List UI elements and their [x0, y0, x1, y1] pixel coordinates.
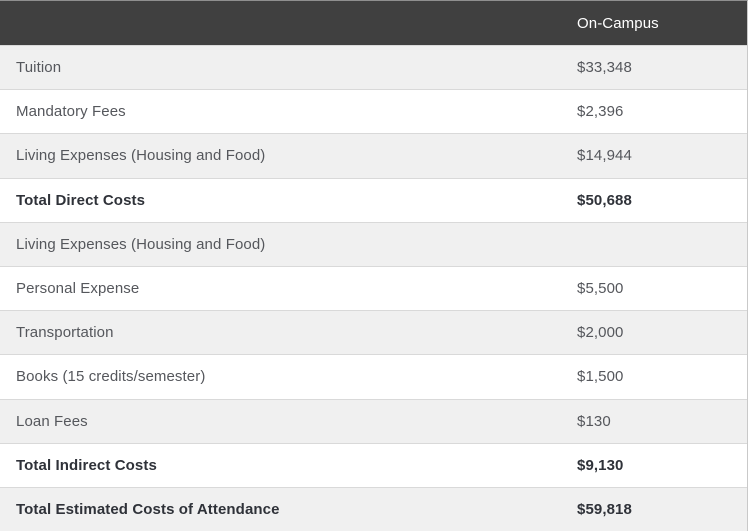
row-label: Transportation — [16, 324, 114, 342]
column-header-on-campus: On-Campus — [577, 14, 659, 32]
row-value: $130 — [577, 412, 611, 430]
table-row: Mandatory Fees $2,396 — [0, 89, 747, 134]
table-row: Total Direct Costs $50,688 — [0, 177, 747, 222]
row-label: Total Indirect Costs — [16, 456, 157, 474]
row-label: Total Direct Costs — [16, 191, 146, 209]
table-row: Tuition $33,348 — [0, 45, 747, 90]
table-header-row: On-Campus — [0, 1, 747, 45]
row-label: Loan Fees — [16, 412, 88, 430]
row-value: $9,130 — [577, 456, 624, 474]
table-row: Living Expenses (Housing and Food) — [0, 221, 747, 266]
table-row: Total Estimated Costs of Attendance $59,… — [0, 486, 747, 531]
row-value: $59,818 — [577, 500, 632, 518]
table-body: Tuition $33,348 Mandatory Fees $2,396 Li… — [0, 45, 747, 531]
row-label: Books (15 credits/semester) — [16, 368, 206, 386]
row-label: Tuition — [16, 59, 62, 77]
row-label: Living Expenses (Housing and Food) — [16, 147, 266, 165]
table-row: Books (15 credits/semester) $1,500 — [0, 354, 747, 399]
row-value: $1,500 — [577, 368, 624, 386]
row-label: Living Expenses (Housing and Food) — [16, 235, 266, 253]
row-value: $2,396 — [577, 103, 624, 121]
table-row: Living Expenses (Housing and Food) $14,9… — [0, 133, 747, 178]
row-label: Total Estimated Costs of Attendance — [16, 500, 280, 518]
row-value: $50,688 — [577, 191, 632, 209]
row-value: $5,500 — [577, 280, 624, 298]
table-row: Loan Fees $130 — [0, 398, 747, 443]
table-row: Total Indirect Costs $9,130 — [0, 442, 747, 487]
row-value: $14,944 — [577, 147, 632, 165]
row-value: $33,348 — [577, 59, 632, 77]
row-label: Mandatory Fees — [16, 103, 126, 121]
table-row: Personal Expense $5,500 — [0, 265, 747, 311]
row-value: $2,000 — [577, 324, 624, 342]
row-label: Personal Expense — [16, 280, 140, 298]
table-row: Transportation $2,000 — [0, 310, 747, 355]
